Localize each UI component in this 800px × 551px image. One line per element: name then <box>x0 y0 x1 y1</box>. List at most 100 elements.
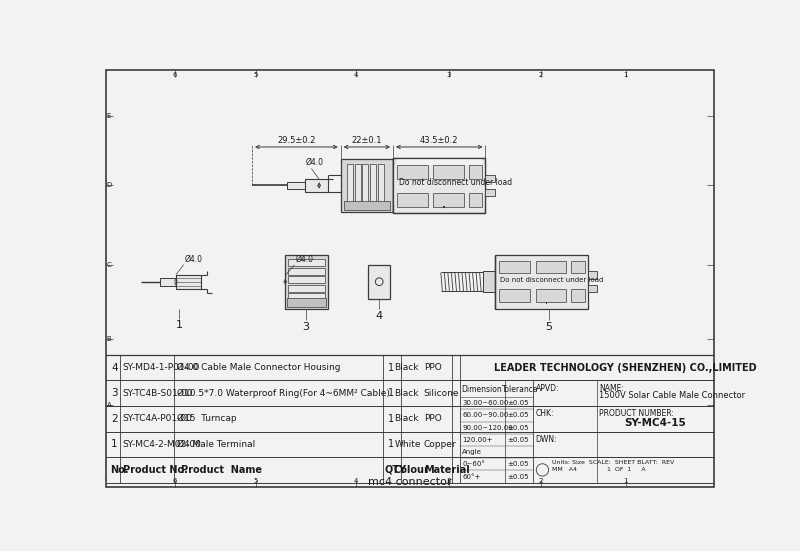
Text: 3: 3 <box>111 388 118 398</box>
Text: Ø4 Male Terminal: Ø4 Male Terminal <box>177 440 255 449</box>
Text: PPO: PPO <box>424 363 442 372</box>
Text: 6: 6 <box>173 72 178 78</box>
Text: B: B <box>106 337 111 342</box>
Bar <box>288 293 325 300</box>
Text: Tolerance: Tolerance <box>502 385 538 394</box>
Bar <box>433 165 464 179</box>
Bar <box>571 261 585 273</box>
Text: 1: 1 <box>388 414 394 424</box>
Text: 120.00+: 120.00+ <box>462 437 493 443</box>
Text: 60°+: 60°+ <box>462 473 481 479</box>
Text: 2: 2 <box>538 72 543 78</box>
Bar <box>469 165 482 179</box>
Text: Units: Size  SCALE:  SHEET BLATT:  REV: Units: Size SCALE: SHEET BLATT: REV <box>552 460 674 465</box>
Bar <box>486 175 494 182</box>
Text: Product  Name: Product Name <box>181 465 262 475</box>
Bar <box>286 255 328 309</box>
Bar <box>288 260 325 266</box>
Text: 3: 3 <box>446 478 450 484</box>
Bar <box>499 289 530 302</box>
Text: D: D <box>106 182 111 188</box>
Bar <box>288 285 325 291</box>
Text: ±0.05: ±0.05 <box>507 437 529 443</box>
Text: 4: 4 <box>111 363 118 372</box>
Text: Ø4.0: Ø4.0 <box>295 255 314 264</box>
Bar <box>287 182 306 190</box>
Text: SY-MC4-2-M02-00: SY-MC4-2-M02-00 <box>122 440 202 449</box>
Bar <box>469 193 482 207</box>
Bar <box>483 271 495 293</box>
Text: 1500V Solar Cable Male Connector: 1500V Solar Cable Male Connector <box>599 391 745 400</box>
Text: PRODUCT NUMBER:: PRODUCT NUMBER: <box>599 409 674 418</box>
Text: Colour: Colour <box>393 465 429 475</box>
Text: Angle: Angle <box>462 449 482 455</box>
Bar <box>535 289 566 302</box>
Bar <box>354 164 361 207</box>
Text: mc4 connector: mc4 connector <box>368 477 452 487</box>
Text: Black: Black <box>394 363 419 372</box>
Bar <box>287 298 326 307</box>
Text: 90.00~120.00: 90.00~120.00 <box>462 425 513 431</box>
Bar <box>362 164 369 207</box>
Bar <box>306 179 328 192</box>
Bar <box>486 188 494 196</box>
Bar <box>535 261 566 273</box>
Text: Black: Black <box>394 388 419 398</box>
Text: Material: Material <box>424 465 470 475</box>
Text: CHK:: CHK: <box>535 409 554 418</box>
Text: LEADER TECHNOLOGY (SHENZHEN) CO.,LIMITED: LEADER TECHNOLOGY (SHENZHEN) CO.,LIMITED <box>494 363 757 372</box>
Text: No.: No. <box>110 465 128 475</box>
Text: 29.5±0.2: 29.5±0.2 <box>278 136 316 145</box>
Bar <box>288 268 325 275</box>
Bar <box>397 193 428 207</box>
Bar <box>499 261 530 273</box>
Bar <box>393 158 486 213</box>
Bar <box>588 285 597 293</box>
Text: 4: 4 <box>376 311 382 321</box>
Text: 1: 1 <box>388 439 394 450</box>
Text: 1: 1 <box>623 72 628 78</box>
Bar <box>369 265 390 299</box>
Text: 1: 1 <box>175 320 182 330</box>
Text: ±0.05: ±0.05 <box>507 425 529 431</box>
Text: 2: 2 <box>111 414 118 424</box>
Text: 1: 1 <box>623 478 628 484</box>
Text: Ø4.0: Ø4.0 <box>306 158 323 167</box>
Text: 1: 1 <box>388 388 394 398</box>
Text: QTY: QTY <box>385 465 406 475</box>
Bar <box>176 275 201 289</box>
Text: Ø10.5*7.0 Waterproof Ring(For 4~6MM² Cable): Ø10.5*7.0 Waterproof Ring(For 4~6MM² Cab… <box>177 388 390 398</box>
Text: NAME:: NAME: <box>599 383 624 392</box>
Text: 3: 3 <box>446 72 450 78</box>
Bar <box>393 158 486 213</box>
Bar <box>160 278 176 285</box>
Bar <box>378 164 384 207</box>
Bar <box>344 201 390 210</box>
Text: Copper: Copper <box>424 440 457 449</box>
Text: SY-TC4A-P01-00: SY-TC4A-P01-00 <box>122 414 193 423</box>
Bar <box>588 271 597 279</box>
Text: 30.00~60.00: 30.00~60.00 <box>462 400 509 406</box>
Text: Ø15  Turncap: Ø15 Turncap <box>177 414 236 423</box>
Text: 22±0.1: 22±0.1 <box>352 136 382 145</box>
Text: 4: 4 <box>354 478 358 484</box>
Text: Silicone: Silicone <box>424 388 459 398</box>
Bar <box>347 164 353 207</box>
Text: ±0.05: ±0.05 <box>507 473 529 479</box>
Text: Dimension: Dimension <box>462 385 502 394</box>
Text: C: C <box>106 262 111 268</box>
Text: ±0.05: ±0.05 <box>507 412 529 418</box>
Text: 1: 1 <box>111 439 118 450</box>
Text: E: E <box>106 113 111 119</box>
Text: White: White <box>394 440 421 449</box>
Text: Product No.: Product No. <box>122 465 188 475</box>
Text: Black: Black <box>394 414 419 423</box>
Bar <box>393 165 486 206</box>
Bar <box>288 277 325 283</box>
Text: ±0.05: ±0.05 <box>507 461 529 467</box>
Bar <box>397 165 428 179</box>
Text: 5: 5 <box>254 72 258 78</box>
Text: Do not disconnect under load: Do not disconnect under load <box>399 178 512 187</box>
Text: SY-TC4B-S01-00: SY-TC4B-S01-00 <box>122 388 194 398</box>
Text: Do not disconnect under load: Do not disconnect under load <box>500 277 603 283</box>
